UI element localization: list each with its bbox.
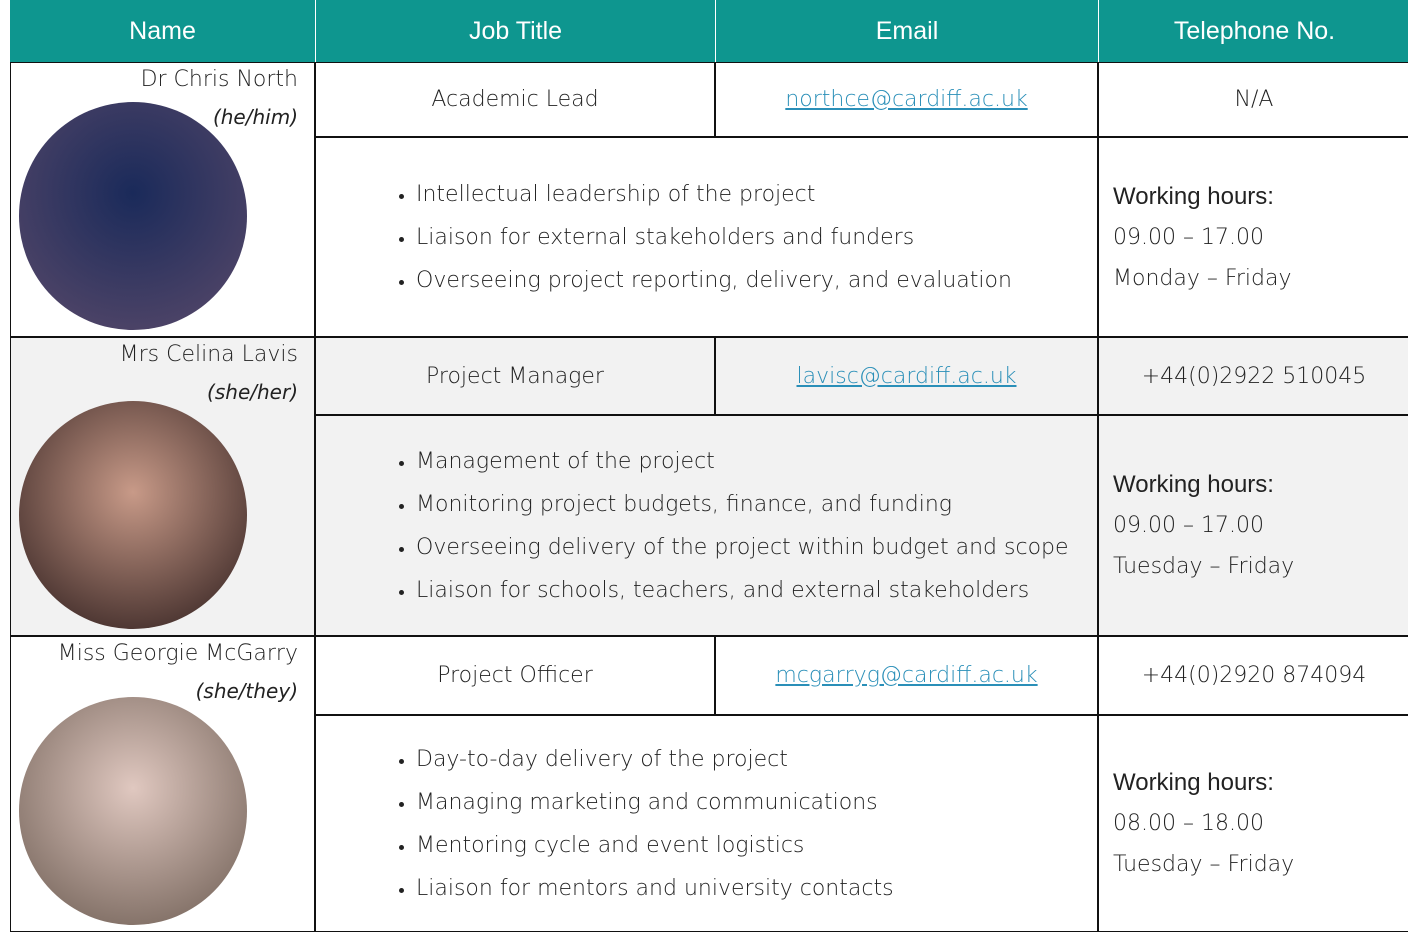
telephone-cell: +44(0)2920 874094 [1098,636,1408,715]
hours: 09.00 – 17.00 [1113,224,1264,250]
person-name: Miss Georgie McGarry [57,641,298,666]
duty: Overseeing delivery of the project withi… [416,526,1097,569]
name-cell: Miss Georgie McGarry (she/they) [10,636,315,932]
header-cell: Email [715,0,1098,62]
pronouns: (she/her) [207,380,298,404]
duties-list: Management of the projectMonitoring proj… [316,440,1097,612]
job-title-cell: Academic Lead [315,62,715,137]
duty: Day-to-day delivery of the project [416,738,1097,781]
photo [19,697,247,925]
pronouns: (she/they) [195,679,298,703]
pronouns: (he/him) [212,105,298,129]
email-cell: northce@cardiff.ac.uk [715,62,1098,137]
job-title-cell: Project Officer [315,636,715,715]
duties-cell: Management of the projectMonitoring proj… [315,415,1098,636]
days: Tuesday – Friday [1113,852,1295,877]
duties-list: Intellectual leadership of the projectLi… [316,173,1097,302]
name-cell: Mrs Celina Lavis (she/her) [10,337,315,636]
hours-cell: Working hours: 08.00 – 18.00 Tuesday – Fri… [1098,715,1408,932]
hours: 09.00 – 17.00 [1113,513,1264,538]
email-link[interactable]: lavisc@cardiff.ac.uk [796,363,1017,389]
duty: Liaison for mentors and university conta… [416,867,1097,910]
email-link[interactable]: northce@cardiff.ac.uk [785,87,1028,112]
duty: Management of the project [416,440,1097,483]
email-cell: lavisc@cardiff.ac.uk [715,337,1098,415]
days: Monday – Friday [1113,265,1292,291]
photo [19,401,247,629]
email-link[interactable]: mcgarryg@cardiff.ac.uk [775,663,1038,688]
name-cell: Dr Chris North (he/him) [10,62,315,337]
duty: Monitoring project budgets, finance, and… [416,483,1097,526]
hours-cell: Working hours: 09.00 – 17.00 Monday – Frid… [1098,137,1408,337]
duties-cell: Intellectual leadership of the projectLi… [315,137,1098,337]
header-cell: Name [10,0,315,62]
email-cell: mcgarryg@cardiff.ac.uk [715,636,1098,715]
hours-cell: Working hours: 09.00 – 17.00 Tuesday – Fri… [1098,415,1408,636]
days: Tuesday – Friday [1113,554,1295,579]
person-name: Mrs Celina Lavis [119,342,298,367]
telephone-cell: N/A [1098,62,1408,137]
hours-label: Working hours: [1113,471,1274,498]
duties-list: Day-to-day delivery of the projectManagi… [316,738,1097,910]
photo [19,102,247,330]
duty: Liaison for schools, teachers, and exter… [416,569,1097,612]
header-cell: Job Title [315,0,715,62]
header-cell: Telephone No. [1098,0,1408,62]
duties-cell: Day-to-day delivery of the projectManagi… [315,715,1098,932]
hours: 08.00 – 18.00 [1113,811,1264,836]
duty: Intellectual leadership of the project [416,173,1097,216]
duty: Managing marketing and communications [416,781,1097,824]
person-name: Dr Chris North [140,67,298,92]
duty: Overseeing project reporting, delivery, … [416,259,1097,302]
telephone-cell: +44(0)2922 510045 [1098,337,1408,415]
duty: Mentoring cycle and event logistics [416,824,1097,867]
hours-label: Working hours: [1113,769,1274,796]
hours-label: Working hours: [1113,182,1274,210]
duty: Liaison for external stakeholders and fu… [416,216,1097,259]
job-title-cell: Project Manager [315,337,715,415]
